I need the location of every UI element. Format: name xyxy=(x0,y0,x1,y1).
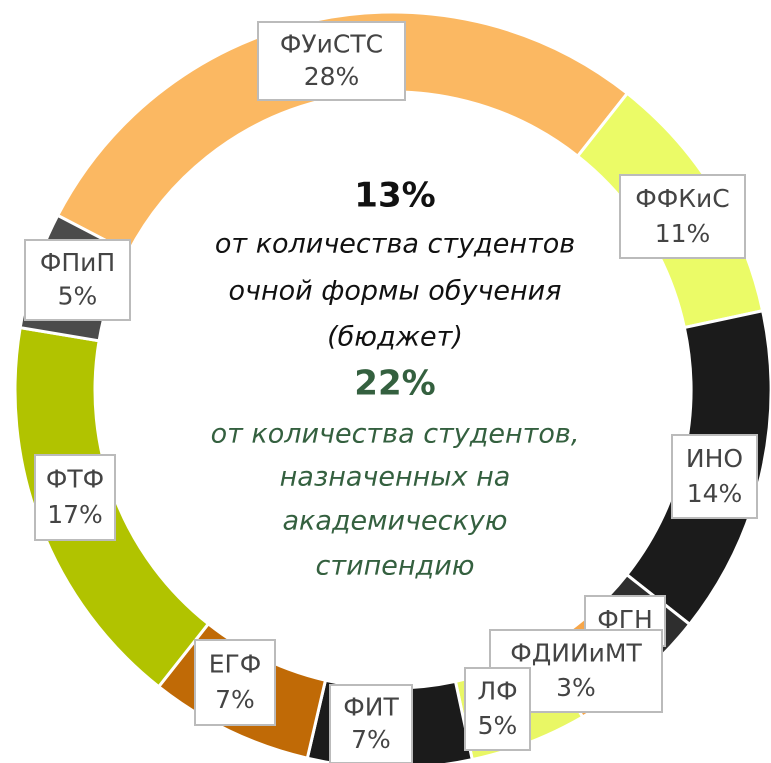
value-label: 3% xyxy=(556,673,596,702)
value-label: 14% xyxy=(687,479,743,508)
label-box xyxy=(194,639,276,726)
center-text: стипендию xyxy=(316,551,475,582)
label-box xyxy=(464,667,531,751)
category-label: ФУиСТС xyxy=(280,29,383,58)
category-label: ИНО xyxy=(686,444,743,473)
value-label: 28% xyxy=(304,62,360,91)
center-text: 22% xyxy=(354,364,435,404)
label-box xyxy=(619,174,746,259)
category-label: ФПиП xyxy=(40,248,115,277)
value-label: 11% xyxy=(655,219,711,248)
center-text: очной формы обучения xyxy=(229,276,562,307)
label-box xyxy=(671,434,758,519)
value-label: 5% xyxy=(478,711,518,740)
center-text: от количества студентов, xyxy=(211,419,580,450)
category-label: ЕГФ xyxy=(209,650,262,679)
category-label: ФТФ xyxy=(46,465,104,494)
category-label: ФИТ xyxy=(343,692,399,721)
label-box xyxy=(34,454,116,541)
value-label: 7% xyxy=(215,685,255,714)
center-text: академическую xyxy=(282,506,507,537)
data-label: ИНО 14% xyxy=(671,434,758,519)
category-label: ЛФ xyxy=(477,677,517,706)
label-box xyxy=(329,684,413,763)
donut-segment xyxy=(55,10,630,255)
center-text: (бюджет) xyxy=(327,322,463,353)
center-text: назначенных на xyxy=(280,462,511,493)
label-box xyxy=(24,239,131,321)
data-label: ФУиСТС 28% xyxy=(257,21,406,101)
data-label: ФПиП 5% xyxy=(24,239,131,321)
data-label: ФИТ 7% xyxy=(329,684,413,763)
data-label: ФТФ 17% xyxy=(34,454,116,541)
data-label: ЕГФ 7% xyxy=(194,639,276,726)
value-label: 5% xyxy=(58,282,98,311)
data-label: ФФКиС 11% xyxy=(619,174,746,259)
center-text: от количества студентов xyxy=(215,229,575,260)
center-text: 13% xyxy=(354,176,435,216)
category-label: ФФКиС xyxy=(635,184,730,213)
data-label: ЛФ 5% xyxy=(464,667,531,751)
value-label: 17% xyxy=(47,500,103,529)
label-box xyxy=(257,21,406,101)
category-label: ФДИИиМТ xyxy=(510,639,642,668)
value-label: 7% xyxy=(351,725,391,754)
